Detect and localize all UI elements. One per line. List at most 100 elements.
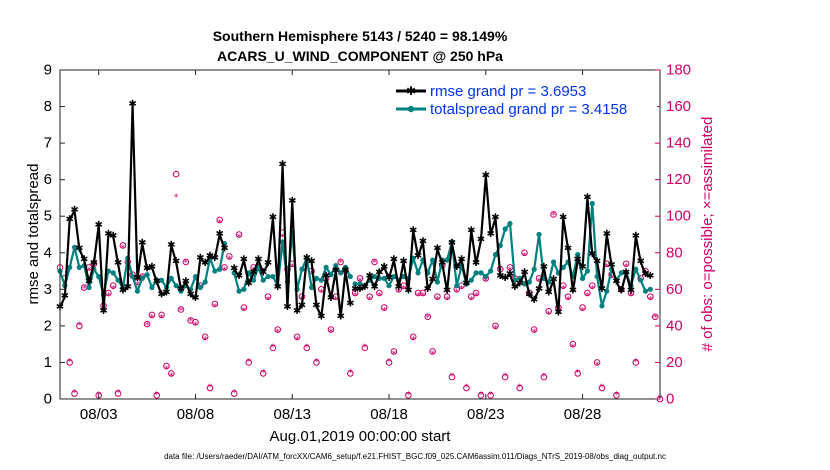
rmse-point: ✱ xyxy=(138,238,146,249)
totalspread-point xyxy=(502,226,508,232)
obs-assimilated-marker: * xyxy=(479,390,484,400)
obs-assimilated-marker: * xyxy=(425,314,430,324)
legend: ✱ rmse grand pr = 3.6953 totalspread gra… xyxy=(393,78,657,122)
rmse-point: ✱ xyxy=(593,256,601,267)
obs-possible-marker xyxy=(163,362,170,370)
y-right-tick-label: 180 xyxy=(666,62,691,79)
obs-possible-marker xyxy=(647,293,654,300)
obs-assimilated-marker: * xyxy=(82,284,87,294)
obs-possible-marker xyxy=(177,306,185,313)
obs-assimilated-marker: * xyxy=(455,288,460,298)
rmse-point: ✱ xyxy=(375,267,383,278)
obs-assimilated-marker: * xyxy=(275,328,280,338)
rmse-point: ✱ xyxy=(80,255,88,266)
rmse-point: ✱ xyxy=(491,213,499,224)
rmse-point: ✱ xyxy=(264,258,272,269)
obs-possible-marker xyxy=(579,304,586,311)
totalspread-point xyxy=(197,284,203,291)
totalspread-point xyxy=(110,270,116,276)
rmse-point: ✱ xyxy=(641,269,649,280)
totalspread-point xyxy=(323,264,329,270)
rmse-point: ✱ xyxy=(409,225,417,236)
totalspread-point xyxy=(415,270,421,276)
obs-assimilated-marker: * xyxy=(121,244,126,254)
obs-possible-marker xyxy=(477,392,485,399)
rmse-line xyxy=(355,174,651,315)
obs-possible-marker xyxy=(584,289,591,297)
obs-assimilated-marker: * xyxy=(184,259,189,269)
rmse-point: ✱ xyxy=(191,293,199,304)
rmse-point: ✱ xyxy=(298,300,306,311)
rmse-point: ✱ xyxy=(177,284,185,295)
obs-possible-marker xyxy=(269,344,277,352)
rmse-line xyxy=(233,163,352,318)
totalspread-point xyxy=(560,264,566,270)
rmse-point: ✱ xyxy=(525,289,533,300)
obs-assimilated-marker: * xyxy=(653,314,658,324)
obs-assimilated-marker: * xyxy=(648,295,653,305)
obs-possible-marker xyxy=(424,313,432,321)
obs-assimilated-marker: * xyxy=(372,259,377,269)
rmse-point: ✱ xyxy=(535,284,543,295)
rmse-point: ✱ xyxy=(428,275,436,286)
y-right-tick-label: 20 xyxy=(666,354,683,371)
rmse-point: ✱ xyxy=(99,306,107,317)
obs-assimilated-marker: * xyxy=(309,270,314,280)
totalspread-point xyxy=(488,268,494,274)
obs-assimilated-marker: * xyxy=(150,314,155,324)
obs-possible-marker xyxy=(206,384,214,392)
obs-possible-marker xyxy=(226,253,233,260)
obs-assimilated-marker: * xyxy=(227,255,232,265)
obs-assimilated-marker: * xyxy=(605,262,610,272)
rmse-point: ✱ xyxy=(312,300,320,311)
obs-possible-marker xyxy=(245,359,253,366)
rmse-point: ✱ xyxy=(220,244,228,255)
rmse-point: ✱ xyxy=(356,284,364,295)
rmse-point: ✱ xyxy=(322,271,330,282)
totalspread-point xyxy=(342,264,349,270)
legend-rmse-label: rmse grand pr = 3.6953 xyxy=(430,83,586,100)
totalspread-point xyxy=(168,275,174,281)
obs-assimilated-marker: * xyxy=(135,281,140,291)
rmse-point: ✱ xyxy=(254,255,262,266)
obs-possible-marker xyxy=(409,333,417,341)
rmse-point: ✱ xyxy=(433,244,441,255)
rmse-point: ✱ xyxy=(172,256,180,267)
obs-possible-marker xyxy=(172,170,180,178)
rmse-point: ✱ xyxy=(414,251,422,262)
totalspread-point xyxy=(449,239,455,245)
legend-box xyxy=(393,78,657,122)
rmse-point: ✱ xyxy=(486,229,494,240)
obs-possible-marker xyxy=(530,326,538,333)
totalspread-point xyxy=(454,283,460,289)
rmse-point: ✱ xyxy=(182,277,190,288)
totalspread-point xyxy=(178,288,184,294)
obs-possible-marker xyxy=(153,392,161,399)
y-axis-right: 0 20 40 60 80 100 120 140 160 180 xyxy=(655,62,691,408)
rmse-point: ✱ xyxy=(143,264,151,275)
totalspread-point xyxy=(67,264,73,270)
rmse-point: ✱ xyxy=(477,234,485,245)
obs-assimilated-marker: * xyxy=(517,383,522,393)
obs-possible-marker xyxy=(201,333,209,341)
obs-possible-marker xyxy=(613,392,620,399)
obs-possible-marker xyxy=(472,289,480,297)
obs-assimilated-marker: * xyxy=(193,321,198,331)
obs-assimilated-marker: * xyxy=(445,295,450,305)
rmse-point: ✱ xyxy=(61,291,69,302)
rmse-point: ✱ xyxy=(545,287,553,298)
totalspread-point xyxy=(429,257,436,263)
obs-assimilated-marker: * xyxy=(290,262,295,272)
totalspread-point xyxy=(357,281,363,287)
obs-possible-marker xyxy=(240,304,248,311)
obs-possible-marker xyxy=(158,311,165,319)
obs-possible-marker xyxy=(366,293,373,300)
obs-assimilated-marker: * xyxy=(459,284,464,294)
totalspread-point xyxy=(250,277,257,283)
obs-possible-marker xyxy=(463,384,470,392)
totalspread-point xyxy=(71,244,78,250)
totalspread-point xyxy=(86,284,92,291)
rmse-point: ✱ xyxy=(90,258,98,269)
obs-possible-marker xyxy=(376,289,383,297)
rmse-point: ✱ xyxy=(574,255,582,266)
